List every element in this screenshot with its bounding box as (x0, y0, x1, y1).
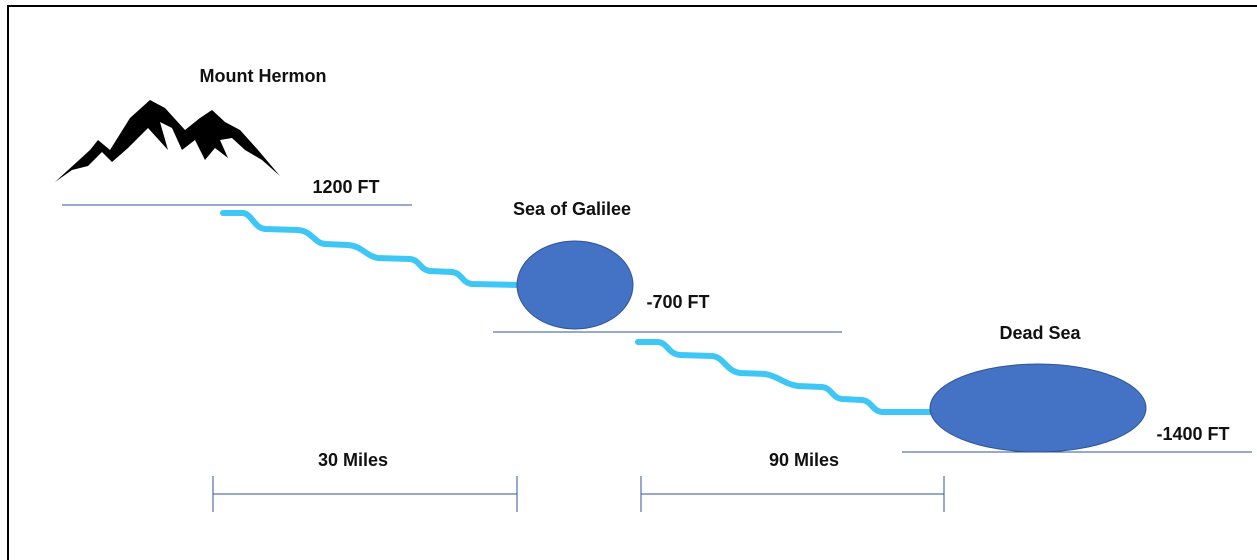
frame (7, 5, 1257, 560)
lake (929, 363, 1147, 453)
elevation-label: -700 FT (646, 292, 709, 312)
elevation-label: -1400 FT (1156, 424, 1229, 444)
distance-label: 30 Miles (318, 450, 388, 470)
distance-label: 90 Miles (769, 450, 839, 470)
lake (516, 240, 634, 330)
node-label: Dead Sea (999, 323, 1081, 343)
mountain-icon (55, 100, 280, 182)
river (635, 339, 935, 415)
distance-bar (640, 476, 945, 512)
node-label: Mount Hermon (200, 66, 327, 86)
distance-bar (212, 476, 518, 512)
elevation-label: 1200 FT (312, 177, 379, 197)
node-label: Sea of Galilee (513, 199, 631, 219)
river (220, 210, 521, 288)
